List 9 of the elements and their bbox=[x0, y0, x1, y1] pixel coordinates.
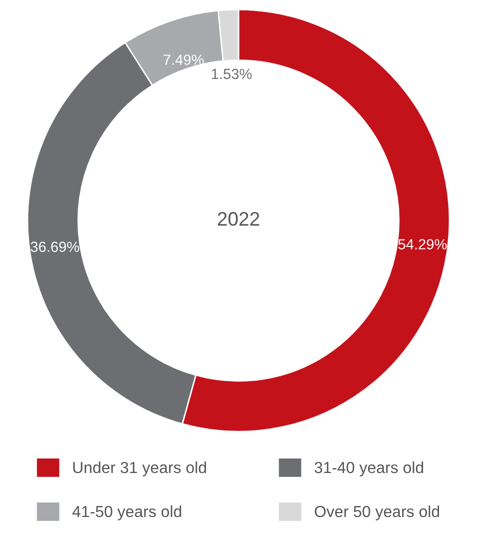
legend-label: Under 31 years old bbox=[73, 461, 206, 476]
data-label: 54.29% bbox=[398, 239, 447, 250]
legend-label: 41-50 years old bbox=[72, 505, 182, 520]
data-label: 36.69% bbox=[30, 242, 80, 252]
legend-label: Over 50 years old bbox=[314, 505, 440, 520]
legend-label: 31-40 years old bbox=[314, 461, 424, 476]
text: 2022 bbox=[218, 212, 260, 226]
data-label: 7.49% bbox=[164, 54, 204, 65]
data-label: 1.53% bbox=[212, 68, 252, 80]
